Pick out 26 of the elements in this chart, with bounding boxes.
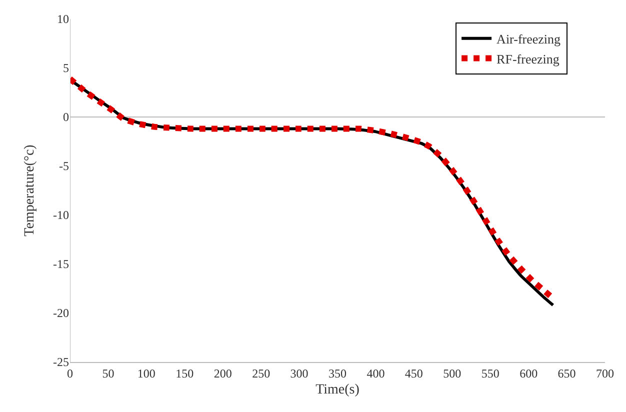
y-tick-label: -10 [53, 208, 69, 222]
x-tick-label: 550 [481, 366, 500, 380]
x-tick-label: 200 [214, 366, 232, 380]
x-tick-label: 50 [102, 366, 114, 380]
x-tick-label: 650 [558, 366, 576, 380]
x-tick-label: 350 [328, 366, 346, 380]
x-tick-label: 250 [252, 366, 270, 380]
y-tick-label: 10 [57, 12, 69, 26]
y-axis-title: Temperature(°c) [22, 144, 38, 236]
y-tick-label: 5 [63, 61, 69, 76]
y-tick-label: -5 [59, 159, 69, 174]
x-tick-label: 450 [404, 366, 423, 380]
x-tick-label: 600 [520, 366, 538, 380]
x-tick-label: 500 [443, 366, 462, 380]
y-tick-label: -20 [53, 306, 69, 320]
y-tick-label: -15 [53, 257, 69, 272]
legend-label: Air-freezing [496, 31, 562, 46]
y-tick-label: -25 [53, 355, 69, 370]
x-tick-label: 100 [137, 366, 156, 380]
y-tick-label: 0 [63, 110, 69, 124]
x-tick-label: 700 [596, 366, 614, 380]
x-axis-title: Time(s) [316, 382, 360, 398]
legend-label: RF-freezing [496, 51, 560, 66]
x-tick-label: 300 [290, 366, 308, 380]
x-tick-label: 150 [176, 366, 194, 380]
x-tick-label: 400 [366, 366, 385, 380]
